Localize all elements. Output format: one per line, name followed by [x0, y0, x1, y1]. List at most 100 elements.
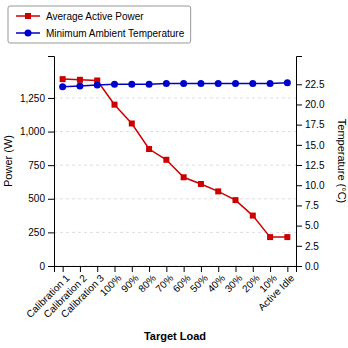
grid-line: [54, 97, 296, 98]
marker-group: [198, 181, 204, 187]
y2-tick: 2.5: [296, 241, 319, 252]
marker-group: [233, 197, 239, 203]
y2-tick-label: 15.0: [305, 140, 325, 151]
y2-tick-label: 17.5: [305, 119, 325, 130]
x-tick: 30%: [223, 266, 245, 294]
y-tick-label: 0: [39, 261, 45, 272]
marker: [60, 76, 66, 82]
data-layer: [59, 76, 291, 240]
marker-group: [284, 234, 290, 240]
grid-line: [54, 232, 296, 233]
marker-group: [146, 146, 152, 152]
y-tick: 0: [39, 261, 54, 272]
marker-group: [215, 80, 222, 87]
marker-group: [249, 80, 256, 87]
tick-mark: [48, 232, 54, 233]
tick-mark: [48, 165, 54, 166]
tick-mark: [97, 266, 98, 272]
y2-tick-label: 2.5: [305, 241, 319, 252]
x-tick: 70%: [153, 266, 175, 294]
marker: [232, 80, 239, 87]
plot: Calibration 1Calibration 2Calibration 31…: [2, 57, 348, 343]
marker-group: [267, 234, 273, 240]
marker-group: [215, 188, 221, 194]
tick-mark: [296, 104, 302, 105]
marker-group: [94, 82, 101, 89]
marker-group: [232, 80, 239, 87]
marker: [215, 188, 221, 194]
axis-line: [55, 267, 297, 273]
y-tick-label: 500: [28, 193, 45, 204]
marker: [128, 81, 135, 88]
y2-tick: 15.0: [296, 140, 325, 151]
legend-marker: [25, 13, 31, 19]
tick-mark: [149, 266, 150, 272]
marker: [180, 80, 187, 87]
marker: [146, 146, 152, 152]
legend-item: Average Active Power: [16, 11, 144, 22]
marker: [112, 102, 118, 108]
marker: [76, 82, 83, 89]
marker: [198, 181, 204, 187]
x-tick-label: Calibration 3: [59, 272, 107, 320]
series-line: [63, 79, 288, 237]
tick-mark: [184, 266, 185, 272]
y-tick: 500: [28, 193, 54, 204]
x-tick-label: 30%: [223, 272, 245, 294]
y2-tick: 20.0: [296, 99, 325, 110]
y2-tick-label: 10.0: [305, 180, 325, 191]
tick-mark: [48, 266, 54, 267]
chart: Calibration 1Calibration 2Calibration 31…: [0, 0, 348, 348]
marker-group: [163, 80, 170, 87]
tick-mark: [80, 266, 81, 272]
tick-mark: [132, 266, 133, 272]
axis-line: [297, 57, 303, 267]
marker-group: [163, 157, 169, 163]
tick-mark: [253, 266, 254, 272]
marker-group: [284, 79, 291, 86]
marker-group: [267, 80, 274, 87]
y-tick: 1,250: [20, 93, 54, 104]
tick-mark: [296, 185, 302, 186]
tick-mark: [296, 125, 302, 126]
x-tick: 60%: [171, 266, 193, 294]
x-axis: Calibration 1Calibration 2Calibration 31…: [24, 266, 297, 320]
y2-tick: 17.5: [296, 119, 325, 130]
legend-item: Minimum Ambient Temperature: [16, 28, 185, 39]
tick-mark: [296, 145, 302, 146]
marker: [215, 80, 222, 87]
x-tick-label: Active Idle: [256, 272, 297, 313]
y-tick-label: 750: [28, 160, 45, 171]
axis-line: [48, 57, 55, 267]
x-tick-label: 20%: [240, 272, 262, 294]
marker: [94, 82, 101, 89]
marker-group: [59, 83, 66, 90]
y2-tick-label: 7.5: [305, 200, 319, 211]
tick-mark: [201, 266, 202, 272]
marker: [250, 213, 256, 219]
marker-group: [181, 174, 187, 180]
marker-group: [112, 102, 118, 108]
x-tick: 50%: [188, 266, 210, 294]
marker-group: [76, 82, 83, 89]
x-tick-label: 80%: [136, 272, 158, 294]
series-markers: [60, 76, 291, 240]
tick-mark: [296, 84, 302, 85]
tick-mark: [115, 266, 116, 272]
x-tick: 90%: [119, 266, 141, 294]
marker-group: [180, 80, 187, 87]
grid: [54, 98, 296, 266]
y-tick: 1,000: [20, 126, 54, 137]
marker: [267, 234, 273, 240]
y2-tick-label: 0.0: [305, 261, 319, 272]
marker: [284, 79, 291, 86]
x-tick: 20%: [240, 266, 262, 294]
marker: [146, 81, 153, 88]
y2-axis-title: Temperature (°C): [336, 119, 348, 203]
y2-tick-label: 12.5: [305, 160, 325, 171]
y2-tick-label: 20.0: [305, 99, 325, 110]
marker: [77, 77, 83, 83]
marker: [111, 81, 118, 88]
marker: [59, 83, 66, 90]
marker: [129, 120, 135, 126]
